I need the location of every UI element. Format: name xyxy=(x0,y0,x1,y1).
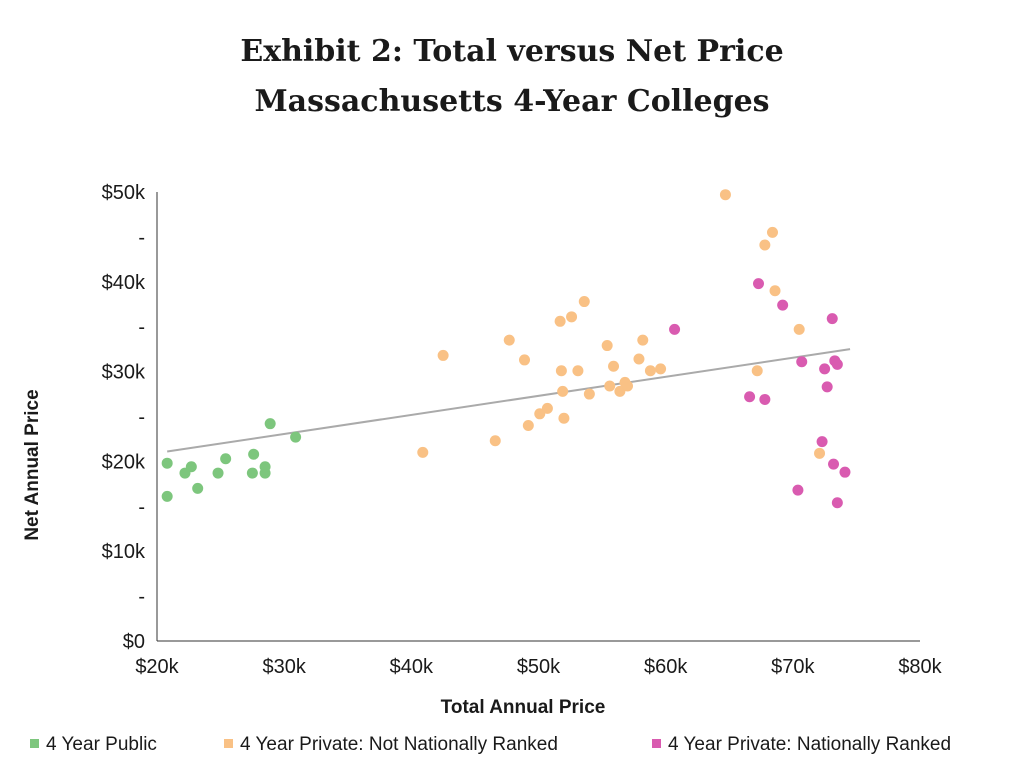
data-point-s1-11 xyxy=(558,412,570,424)
y-tick-label-2: $10k xyxy=(102,541,146,563)
data-point-s1-13 xyxy=(572,365,584,377)
data-point-s1-9 xyxy=(555,365,567,377)
data-point-s1-26 xyxy=(719,189,731,201)
legend-swatch-1 xyxy=(224,739,233,748)
data-point-s1-30 xyxy=(769,285,781,297)
y-tick-label-3: - xyxy=(138,496,145,518)
y-axis-title: Net Annual Price xyxy=(22,389,43,540)
legend-swatch-2 xyxy=(652,739,661,748)
y-tick-label-9: - xyxy=(138,227,145,249)
data-point-s0-8 xyxy=(248,448,260,460)
data-point-s1-17 xyxy=(604,380,616,392)
data-point-s2-11 xyxy=(828,458,840,470)
data-point-s2-0 xyxy=(669,323,681,335)
data-point-s1-8 xyxy=(554,315,566,327)
data-point-s0-3 xyxy=(185,461,197,473)
data-point-s2-4 xyxy=(777,299,789,311)
x-axis-title: Total Annual Price xyxy=(441,697,606,718)
trend-line xyxy=(167,348,851,453)
legend-label-1: 4 Year Private: Not Nationally Ranked xyxy=(240,734,558,755)
data-point-s1-18 xyxy=(608,360,620,372)
x-tick-label-6: $80k xyxy=(898,656,942,678)
data-point-s2-8 xyxy=(819,363,831,375)
data-point-s1-29 xyxy=(766,226,778,238)
data-point-s2-2 xyxy=(752,278,764,290)
data-point-s0-10 xyxy=(259,461,271,473)
data-point-s2-15 xyxy=(839,466,851,478)
data-point-s1-21 xyxy=(622,380,634,392)
data-point-s0-12 xyxy=(290,431,302,443)
data-point-s0-6 xyxy=(220,453,232,465)
y-tick-label-6: $30k xyxy=(102,362,146,384)
y-tick-label-4: $20k xyxy=(102,451,146,473)
y-tick-label-1: - xyxy=(138,586,145,608)
data-point-s0-7 xyxy=(246,467,258,479)
chart-title-line-2: Massachusetts 4-Year Colleges xyxy=(254,84,770,119)
y-tick-label-0: $0 xyxy=(123,631,145,653)
data-point-s1-7 xyxy=(541,402,553,414)
data-point-s2-7 xyxy=(816,436,828,448)
data-point-s2-3 xyxy=(759,393,771,405)
data-point-s1-24 xyxy=(644,365,656,377)
data-point-s1-27 xyxy=(751,365,763,377)
data-point-s1-16 xyxy=(601,340,613,352)
data-point-s2-5 xyxy=(792,484,804,496)
data-point-s0-4 xyxy=(192,482,204,494)
y-tick-label-8: $40k xyxy=(102,272,146,294)
data-point-s1-10 xyxy=(557,385,569,397)
data-point-s1-0 xyxy=(417,446,429,458)
data-point-s1-31 xyxy=(793,323,805,335)
x-tick-label-4: $60k xyxy=(644,656,688,678)
data-point-s2-6 xyxy=(796,356,808,368)
y-tick-label-7: - xyxy=(138,317,145,339)
data-point-s1-4 xyxy=(519,354,531,366)
data-point-s1-14 xyxy=(578,296,590,308)
data-point-s2-9 xyxy=(821,381,833,393)
data-point-s1-25 xyxy=(655,363,667,375)
data-point-s0-5 xyxy=(212,467,224,479)
data-point-s1-1 xyxy=(437,349,449,361)
data-point-s2-1 xyxy=(744,391,756,403)
x-tick-label-1: $30k xyxy=(262,656,306,678)
y-tick-label-10: $50k xyxy=(102,182,146,204)
chart-title-line-1: Exhibit 2: Total versus Net Price xyxy=(240,34,784,69)
data-point-s1-32 xyxy=(814,447,826,459)
data-point-s2-10 xyxy=(826,313,838,325)
data-point-s1-5 xyxy=(522,419,534,431)
legend-swatch-0 xyxy=(30,739,39,748)
data-point-s0-0 xyxy=(161,457,173,469)
data-point-s1-22 xyxy=(633,353,645,365)
data-point-s1-12 xyxy=(566,311,578,323)
legend-label-2: 4 Year Private: Nationally Ranked xyxy=(668,734,951,755)
data-point-s0-1 xyxy=(161,490,173,502)
data-point-s2-14 xyxy=(831,497,843,509)
data-point-s1-15 xyxy=(583,388,595,400)
data-point-s1-2 xyxy=(489,435,501,447)
x-tick-label-5: $70k xyxy=(771,656,815,678)
x-tick-label-3: $50k xyxy=(517,656,561,678)
data-point-s1-19 xyxy=(614,385,626,397)
x-tick-label-0: $20k xyxy=(135,656,179,678)
data-point-s1-23 xyxy=(637,334,649,346)
x-tick-label-2: $40k xyxy=(390,656,434,678)
y-tick-label-5: - xyxy=(138,407,145,429)
data-point-s2-13 xyxy=(831,358,843,370)
data-point-s0-11 xyxy=(264,418,276,430)
data-point-s1-28 xyxy=(759,239,771,251)
legend-label-0: 4 Year Public xyxy=(46,734,157,755)
data-point-s1-6 xyxy=(534,408,546,420)
data-point-s1-3 xyxy=(503,334,515,346)
